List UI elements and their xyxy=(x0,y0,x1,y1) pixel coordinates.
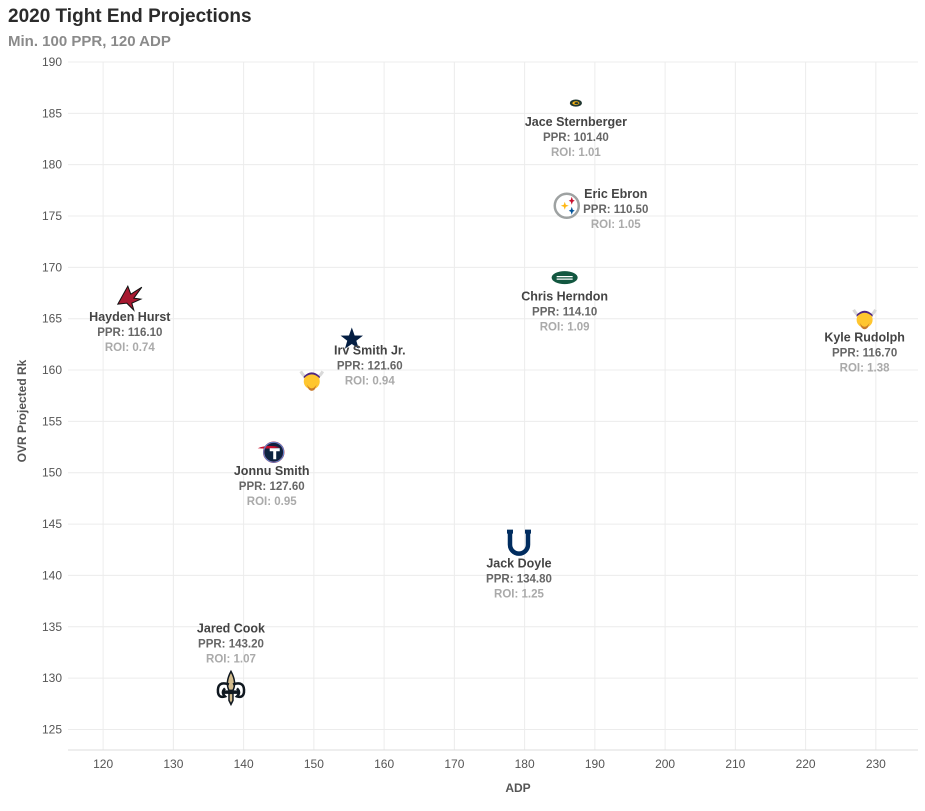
x-tick-label: 200 xyxy=(655,757,675,771)
data-point: Jack Doyle PPR: 134.80 ROI: 1.25 xyxy=(486,529,552,601)
y-tick-label: 170 xyxy=(42,260,62,274)
data-point: Hayden Hurst PPR: 116.10 ROI: 0.74 xyxy=(89,284,171,354)
point-roi-label: ROI: 1.05 xyxy=(591,219,641,231)
point-ppr-label: PPR: 127.60 xyxy=(239,481,305,493)
point-name-label: Jonnu Smith xyxy=(234,464,310,478)
data-point: Jace Sternberger PPR: 101.40 ROI: 1.01 xyxy=(525,99,627,159)
saints-logo-icon xyxy=(216,669,246,707)
y-tick-label: 125 xyxy=(42,722,62,736)
y-tick-label: 145 xyxy=(42,517,62,531)
y-tick-label: 140 xyxy=(42,568,62,582)
point-ppr-label: PPR: 116.10 xyxy=(97,327,162,339)
point-roi-label: ROI: 0.95 xyxy=(247,496,297,508)
x-tick-label: 190 xyxy=(585,757,605,771)
vikings-logo-icon xyxy=(299,370,325,391)
data-point: Irv Smith Jr. PPR: 121.60 ROI: 0.94 xyxy=(334,325,406,387)
y-tick-label: 160 xyxy=(42,363,62,377)
point-ppr-label: PPR: 121.60 xyxy=(337,360,403,372)
chart-title: 2020 Tight End Projections xyxy=(8,6,252,27)
y-tick-label: 135 xyxy=(42,620,62,634)
jets-logo-icon xyxy=(551,271,578,285)
x-tick-label: 130 xyxy=(163,757,183,771)
point-name-label: Kyle Rudolph xyxy=(824,331,905,345)
y-tick-label: 165 xyxy=(42,312,62,326)
y-tick-label: 185 xyxy=(42,106,62,120)
x-tick-label: 210 xyxy=(725,757,745,771)
x-tick-label: 220 xyxy=(796,757,816,771)
point-roi-label: ROI: 1.07 xyxy=(206,653,256,665)
colts-logo-icon xyxy=(506,529,531,556)
point-roi-label: ROI: 1.38 xyxy=(840,363,890,375)
data-point: Chris Herndon PPR: 114.10 ROI: 1.09 xyxy=(521,271,608,334)
x-tick-label: 120 xyxy=(93,757,113,771)
data-point xyxy=(299,370,325,391)
x-tick-label: 160 xyxy=(374,757,394,771)
data-point: Kyle Rudolph PPR: 116.70 ROI: 1.38 xyxy=(824,308,905,375)
point-name-label: Jace Sternberger xyxy=(525,115,627,129)
point-ppr-label: PPR: 134.80 xyxy=(486,574,552,586)
point-name-label: Chris Herndon xyxy=(521,290,608,304)
x-tick-label: 140 xyxy=(234,757,254,771)
point-ppr-label: PPR: 110.50 xyxy=(583,204,648,216)
y-axis-label: OVR Projected Rk xyxy=(15,359,29,462)
point-roi-label: ROI: 0.74 xyxy=(105,342,155,354)
titans-logo-icon xyxy=(257,441,285,463)
y-axis-ticks: 125 130 135 140 145 150 155 160 165 170 175 180 185 1… xyxy=(42,55,62,736)
data-points: Jace Sternberger PPR: 101.40 ROI: 1.01 Eric… xyxy=(89,99,905,707)
data-point: Jared Cook PPR: 143.20 ROI: 1.07 xyxy=(197,621,265,707)
y-tick-label: 150 xyxy=(42,466,62,480)
point-name-label: Jared Cook xyxy=(197,621,265,635)
point-name-label: Eric Ebron xyxy=(584,187,647,201)
y-tick-label: 130 xyxy=(42,671,62,685)
falcons-logo-icon xyxy=(116,284,143,312)
y-tick-label: 190 xyxy=(42,55,62,69)
cowboys-logo-icon xyxy=(338,325,366,351)
point-roi-label: ROI: 1.09 xyxy=(540,322,590,334)
point-ppr-label: PPR: 143.20 xyxy=(198,638,264,650)
data-point: Jonnu Smith PPR: 127.60 ROI: 0.95 xyxy=(234,441,310,508)
grid-lines xyxy=(68,61,918,751)
chart-subtitle: Min. 100 PPR, 120 ADP xyxy=(8,33,171,50)
steelers-logo-icon xyxy=(553,192,581,220)
x-axis-label: ADP xyxy=(505,781,530,795)
point-ppr-label: PPR: 114.10 xyxy=(532,307,597,319)
data-point: Eric Ebron PPR: 110.50 ROI: 1.05 xyxy=(553,187,648,231)
point-roi-label: ROI: 0.94 xyxy=(345,375,395,387)
point-name-label: Hayden Hurst xyxy=(89,310,171,324)
x-tick-label: 170 xyxy=(444,757,464,771)
point-ppr-label: PPR: 116.70 xyxy=(832,348,897,360)
vikings-logo-icon xyxy=(852,308,877,330)
y-tick-label: 175 xyxy=(42,209,62,223)
point-ppr-label: PPR: 101.40 xyxy=(543,132,609,144)
y-tick-label: 180 xyxy=(42,158,62,172)
x-axis-ticks: 120 130 140 150 160 170 180 190 200 210 220 230 xyxy=(93,757,886,771)
point-name-label: Irv Smith Jr. xyxy=(334,343,406,357)
point-name-label: Jack Doyle xyxy=(486,557,551,571)
point-roi-label: ROI: 1.25 xyxy=(494,589,544,601)
point-roi-label: ROI: 1.01 xyxy=(551,147,601,159)
x-tick-label: 180 xyxy=(515,757,535,771)
x-tick-label: 150 xyxy=(304,757,324,771)
x-tick-label: 230 xyxy=(866,757,886,771)
packers-logo-icon xyxy=(569,99,582,107)
y-tick-label: 155 xyxy=(42,414,62,428)
